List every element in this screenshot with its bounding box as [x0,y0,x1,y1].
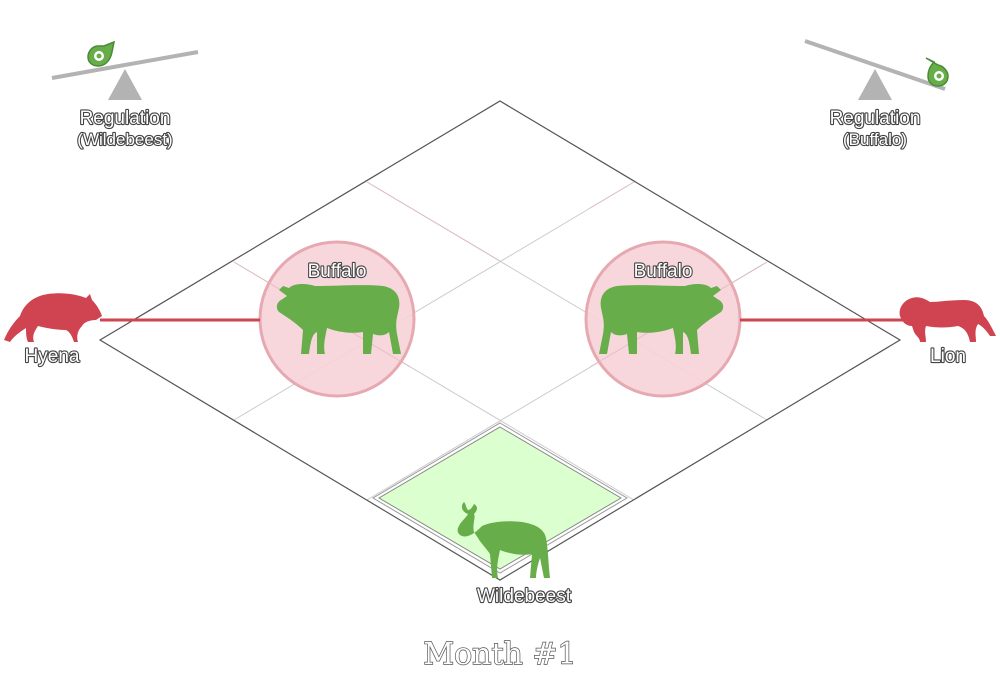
predator-label-hyena: Hyena [25,346,80,367]
regulation-left-title: Regulation [80,108,171,129]
predator-label-lion: Lion [930,346,966,367]
month-label: Month #1 [423,637,576,672]
regulation-right-subject: (Buffalo) [843,130,907,149]
hyena-icon[interactable] [4,293,102,342]
wildebeest-icon[interactable] [457,502,550,578]
buffalo-icon[interactable] [599,284,724,354]
balance-scale-icon [804,39,949,100]
pasture-patch[interactable] [372,422,628,574]
herd-label-right: Buffalo [634,261,693,282]
regulation-left-subject: (Wildebeest) [77,130,172,149]
herd-label-bottom: Wildebeest [477,586,572,607]
buffalo-icon[interactable] [276,284,401,354]
board-outline [98,100,902,581]
lion-icon[interactable] [899,297,996,342]
balance-scale-icon [51,40,199,100]
regulation-right-title: Regulation [830,108,921,129]
herd-label-left: Buffalo [308,261,367,282]
